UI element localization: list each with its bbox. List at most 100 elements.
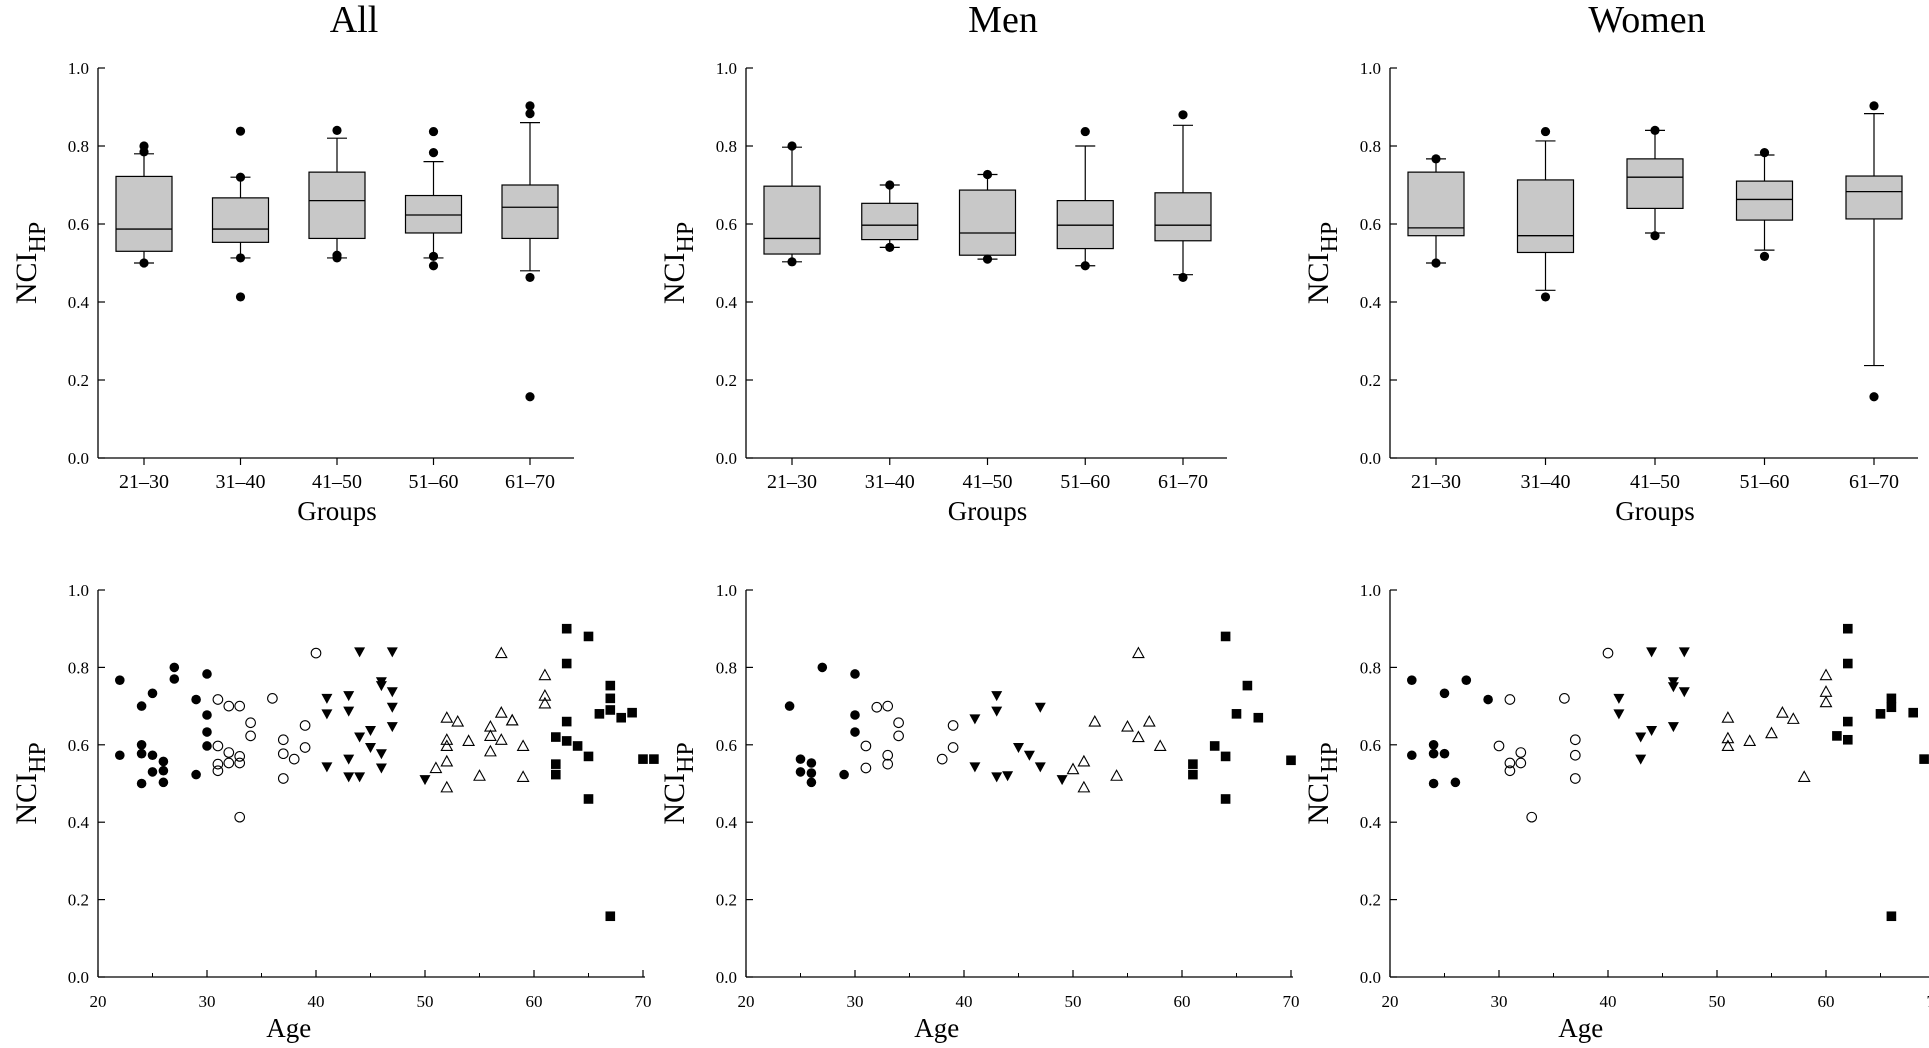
x-tick-label: 30 <box>199 992 216 1011</box>
point-triangle-up-open <box>462 734 476 746</box>
point-triangle-down-filled <box>1613 693 1625 704</box>
point-circle-open <box>277 734 289 746</box>
point-triangle-up-open <box>516 770 530 782</box>
point-square-filled <box>1188 769 1198 780</box>
series-31–40 <box>860 700 959 774</box>
point-circle-filled <box>795 767 806 777</box>
x-tick-label: 50 <box>1709 992 1726 1011</box>
point-triangle-up-open <box>516 739 530 752</box>
point-triangle-down-filled <box>1667 682 1679 693</box>
point-circle-filled <box>1461 675 1472 685</box>
y-tick-label: 0.8 <box>1360 137 1381 156</box>
outlier-point <box>1540 126 1551 137</box>
point-triangle-up-open <box>538 689 552 701</box>
point-square-filled <box>1886 911 1897 922</box>
point-triangle-up-open <box>440 733 454 745</box>
point-triangle-down-filled <box>375 763 387 774</box>
series-21–30 <box>1407 675 1493 789</box>
point-circle-open <box>1515 747 1527 758</box>
series-61–70 <box>1188 631 1296 804</box>
x-tick-label: 51–60 <box>409 471 459 493</box>
outlier-point <box>885 180 895 190</box>
x-axis-title: Groups <box>948 496 1028 526</box>
point-triangle-up-open <box>505 713 519 726</box>
outlier-point <box>1869 101 1879 111</box>
point-triangle-down-filled <box>321 693 333 704</box>
point-circle-filled <box>1407 750 1417 761</box>
y-tick-label: 1.0 <box>716 581 737 600</box>
point-circle-filled <box>850 710 860 720</box>
point-circle-filled <box>202 741 212 751</box>
y-axis-title-main: NCI <box>10 773 43 825</box>
panel-title-women: Women <box>1588 0 1705 41</box>
point-triangle-down-filled <box>1034 762 1046 773</box>
outlier-point <box>428 126 439 137</box>
box-body <box>1407 171 1465 237</box>
point-triangle-down-filled <box>375 681 387 692</box>
point-square-filled <box>583 751 594 762</box>
point-circle-open <box>936 753 948 765</box>
point-triangle-down-filled <box>969 714 981 725</box>
point-triangle-down-filled <box>1646 647 1658 658</box>
x-tick-label: 31–40 <box>1521 471 1571 493</box>
point-circle-open <box>1504 757 1516 769</box>
x-axis-title: Age <box>1558 1013 1603 1043</box>
y-tick-label: 0.0 <box>716 968 737 987</box>
point-square-filled <box>551 732 561 742</box>
series-51–60 <box>1066 646 1167 793</box>
point-circle-open <box>310 647 322 659</box>
point-circle-filled <box>158 765 169 776</box>
series-21–30 <box>115 662 212 789</box>
y-tick-label: 0.0 <box>1360 968 1381 987</box>
outlier-point <box>1869 392 1879 402</box>
point-triangle-up-open <box>440 754 454 767</box>
y-axis-title-main: NCI <box>658 253 691 305</box>
point-triangle-down-filled <box>1678 647 1690 658</box>
x-tick-label: 50 <box>417 992 434 1011</box>
point-square-filled <box>1875 709 1886 719</box>
point-square-filled <box>561 736 572 746</box>
point-circle-filled <box>795 754 806 764</box>
y-axis-title-main: NCI <box>658 773 691 825</box>
y-tick-label: 0.2 <box>1360 891 1381 910</box>
x-tick-label: 61–70 <box>505 471 555 493</box>
point-square-filled <box>1908 707 1918 718</box>
point-triangle-down-filled <box>1613 709 1625 720</box>
point-square-filled <box>583 631 594 642</box>
point-triangle-down-filled <box>386 687 398 698</box>
box-body <box>861 202 919 241</box>
box-21–30 <box>115 141 173 268</box>
series-41–50 <box>321 647 431 786</box>
point-square-filled <box>605 693 616 704</box>
point-circle-open <box>893 730 904 742</box>
point-square-filled <box>1919 754 1929 764</box>
point-circle-filled <box>191 769 201 780</box>
point-circle-open <box>299 742 311 753</box>
y-tick-label: 0.6 <box>716 215 737 234</box>
x-tick-label: 41–50 <box>312 471 362 493</box>
x-tick-label: 41–50 <box>963 471 1013 493</box>
outlier-point <box>525 101 535 111</box>
y-axis-title-main: NCI <box>10 253 43 305</box>
point-triangle-up-open <box>451 714 465 727</box>
point-square-filled <box>1188 759 1198 769</box>
point-square-filled <box>561 716 572 727</box>
x-tick-label: 60 <box>526 992 543 1011</box>
box-body <box>308 171 366 240</box>
point-circle-open <box>1569 773 1581 784</box>
box-body <box>1154 192 1212 242</box>
point-square-filled <box>1220 631 1231 642</box>
y-tick-label: 0.6 <box>1360 215 1381 234</box>
point-square-filled <box>1231 709 1242 719</box>
point-square-filled <box>1242 680 1253 691</box>
point-circle-open <box>1526 811 1538 823</box>
point-square-filled <box>605 680 616 691</box>
point-triangle-up-open <box>505 713 519 726</box>
outlier-point <box>1431 154 1441 164</box>
box-body <box>501 184 559 240</box>
outlier-point <box>235 253 246 263</box>
point-circle-filled <box>1407 675 1417 685</box>
box-31–40 <box>211 126 270 302</box>
point-triangle-up-open <box>1775 706 1789 718</box>
